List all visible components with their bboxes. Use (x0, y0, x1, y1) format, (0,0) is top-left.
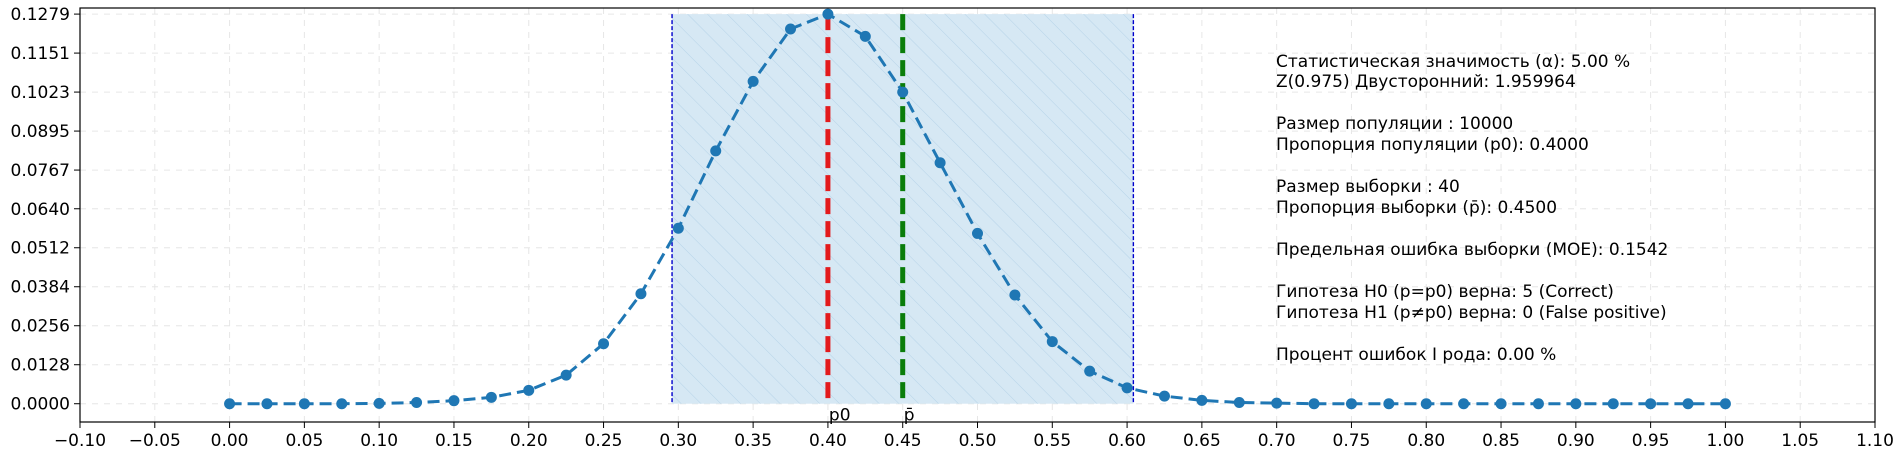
data-point (1233, 397, 1245, 409)
x-tick-label: −0.10 (54, 431, 106, 451)
x-tick-label: 0.25 (585, 431, 623, 451)
data-point (859, 30, 871, 42)
x-tick-label: 0.70 (1258, 431, 1296, 451)
y-tick-label: 0.0640 (11, 200, 70, 220)
x-tick-label: −0.05 (129, 431, 181, 451)
y-tick-label: 0.0000 (11, 395, 70, 415)
x-tick-label: 0.80 (1407, 431, 1445, 451)
data-point (411, 397, 423, 409)
data-point (1345, 398, 1357, 410)
y-tick-label: 0.0895 (11, 122, 70, 142)
x-tick-label: 0.10 (360, 431, 398, 451)
x-tick-label: 0.90 (1557, 431, 1595, 451)
data-point (710, 145, 722, 157)
annotation-line: Размер популяции : 10000 (1276, 114, 1513, 134)
y-tick-label: 0.1023 (11, 83, 70, 103)
data-point (298, 398, 310, 410)
annotation-line: Пропорция популяции (p0): 0.4000 (1276, 135, 1589, 155)
y-tick-label: 0.1151 (11, 44, 70, 64)
y-tick-label: 0.0767 (11, 161, 70, 181)
data-point (1495, 398, 1507, 410)
data-point (224, 398, 236, 410)
data-point (1308, 398, 1320, 410)
x-tick-label: 0.65 (1183, 431, 1221, 451)
data-point (1046, 336, 1058, 348)
data-point (785, 23, 797, 35)
x-tick-label: 0.40 (809, 431, 847, 451)
data-point (1196, 394, 1208, 406)
data-point (822, 8, 834, 20)
stats-annotation: Статистическая значимость (α): 5.00 %Z(0… (1276, 52, 1668, 365)
data-point (1719, 398, 1731, 410)
y-axis: 0.0000 0.0128 0.0256 0.0384 0.0512 0.0640 0.07… (11, 5, 80, 415)
annotation-line: Пропорция выборки (p̄): 0.4500 (1276, 198, 1557, 218)
annotation-line: Гипотеза H0 (p=p0) верна: 5 (Correct) (1276, 282, 1614, 302)
data-point (934, 157, 946, 169)
data-point (747, 75, 759, 87)
annotation-line: Процент ошибок I рода: 0.00 % (1276, 345, 1556, 365)
data-point (635, 288, 647, 300)
data-point (672, 222, 684, 234)
data-point (1682, 398, 1694, 410)
vertical-line-label: p̄ (904, 406, 915, 426)
x-tick-label: 0.50 (959, 431, 997, 451)
x-tick-label: 1.00 (1706, 431, 1744, 451)
data-point (972, 227, 983, 239)
x-tick-label: 0.45 (884, 431, 922, 451)
annotation-line: Z(0.975) Двусторонний: 1.959964 (1276, 72, 1576, 92)
data-point (1084, 365, 1096, 377)
data-point (560, 369, 572, 381)
data-point (1607, 398, 1619, 410)
x-tick-label: 0.20 (510, 431, 548, 451)
data-point (373, 397, 385, 409)
data-point (598, 338, 610, 350)
vertical-line-label: p0 (829, 406, 851, 426)
data-point (1532, 398, 1544, 410)
annotation-line: Размер выборки : 40 (1276, 177, 1460, 197)
data-point (897, 86, 909, 98)
data-point (1271, 397, 1283, 409)
data-point (523, 384, 535, 396)
x-tick-label: 0.85 (1482, 431, 1520, 451)
data-point (485, 391, 497, 403)
data-point (1009, 289, 1021, 301)
x-tick-label: 0.75 (1333, 431, 1371, 451)
x-tick-label: 0.00 (211, 431, 249, 451)
x-tick-label: 0.55 (1033, 431, 1071, 451)
x-tick-label: 0.05 (285, 431, 323, 451)
data-point (1121, 382, 1133, 394)
data-point (1458, 398, 1470, 410)
data-point (1383, 398, 1395, 410)
data-point (336, 398, 348, 410)
x-axis: −0.10 −0.05 0.00 0.05 0.10 0.15 0.20 0.25 0.30 0.… (54, 422, 1894, 451)
x-tick-label: 0.95 (1632, 431, 1670, 451)
data-point (261, 398, 273, 410)
y-tick-label: 0.1279 (11, 5, 70, 25)
annotation-line: Гипотеза H1 (p≠p0) верна: 0 (False posit… (1276, 303, 1667, 323)
data-point (1645, 398, 1657, 410)
annotation-line: Предельная ошибка выборки (MOE): 0.1542 (1276, 240, 1668, 260)
y-tick-label: 0.0384 (11, 278, 70, 298)
x-tick-label: 0.30 (659, 431, 697, 451)
y-tick-label: 0.0128 (11, 356, 70, 376)
annotation-line: Статистическая значимость (α): 5.00 % (1276, 52, 1630, 72)
x-tick-label: 0.35 (734, 431, 772, 451)
data-point (1570, 398, 1582, 410)
x-tick-label: 0.15 (435, 431, 473, 451)
x-tick-label: 1.10 (1856, 431, 1894, 451)
y-tick-label: 0.0512 (11, 239, 70, 259)
data-point (1420, 398, 1432, 410)
reference-lines: p0 p̄ (825, 14, 915, 426)
y-tick-label: 0.0256 (11, 317, 70, 337)
data-point (448, 395, 460, 407)
series-line (224, 8, 1731, 410)
data-point (1158, 390, 1170, 402)
x-tick-label: 1.05 (1781, 431, 1819, 451)
x-tick-label: 0.60 (1108, 431, 1146, 451)
